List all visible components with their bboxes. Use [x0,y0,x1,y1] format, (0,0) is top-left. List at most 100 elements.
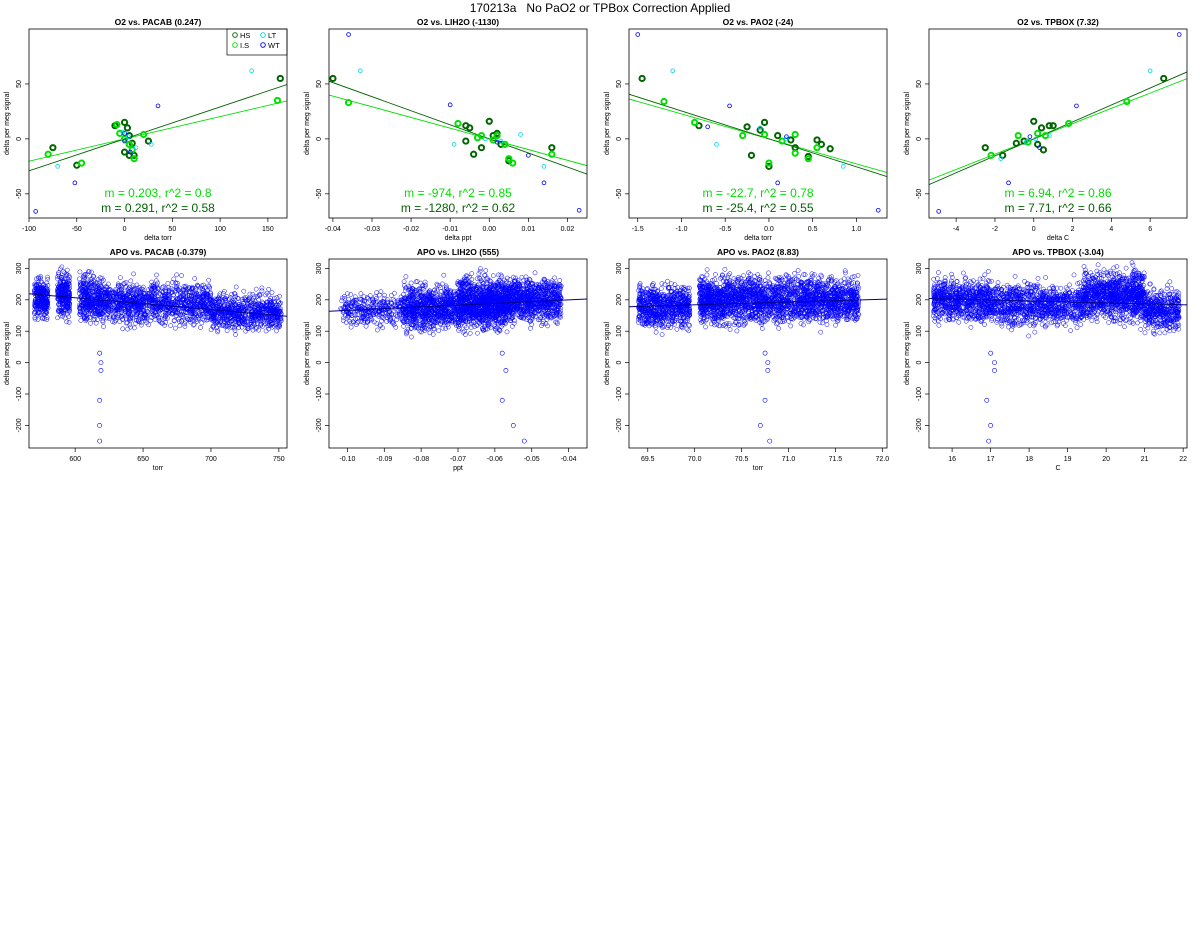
data-point [55,307,61,313]
data-point [107,287,113,293]
plot-frame [28,258,288,449]
data-point [438,289,444,294]
x-axis-label: delta torr [744,235,772,242]
y-axis-label: delta per meg signal [304,92,311,155]
data-point [486,304,492,310]
data-point [381,315,387,321]
data-point [61,282,67,288]
data-point [412,325,418,331]
data-point [1049,122,1057,130]
data-point [153,278,159,284]
data-point [1037,124,1046,132]
data-point [142,291,148,296]
data-point [409,308,415,313]
data-point [115,283,121,288]
data-point [371,299,376,305]
data-point [274,321,279,326]
data-point [171,276,177,282]
data-point [173,313,179,319]
data-point [140,284,146,290]
data-point [55,296,61,302]
data-point [206,284,212,290]
data-point [462,328,467,334]
data-point [43,285,49,290]
data-point [192,312,198,317]
data-point [419,308,425,314]
data-point [60,310,66,316]
data-point [125,310,131,316]
data-point [200,286,205,291]
data-point [44,302,49,307]
data-point [152,297,158,303]
x-tick-label: -2 [992,226,998,233]
data-point [245,297,251,303]
data-point [120,118,129,127]
data-point [346,296,352,302]
x-tick-label: -0.04 [325,226,341,233]
data-point [483,136,488,142]
data-point [204,315,210,321]
data-point [67,301,72,306]
data-point [180,311,185,317]
data-point [373,307,379,313]
data-point [427,300,433,305]
data-point [352,300,358,305]
data-point [38,279,44,285]
y-tick-label: -50 [316,189,323,199]
data-point [32,309,37,315]
data-point [102,289,107,295]
x-tick-label: -0.01 [442,226,458,233]
plot-area [29,264,287,444]
data-point [380,315,385,320]
y-tick-label: -50 [616,189,623,199]
data-point [90,312,95,317]
data-point [119,289,124,295]
data-point [278,318,284,324]
data-point [120,291,126,297]
data-point [225,320,231,326]
data-point [1147,68,1153,74]
data-point [197,294,203,300]
data-point [100,319,106,325]
data-point [378,289,384,294]
data-point [218,296,223,301]
x-tick-label: 0.5 [808,226,818,233]
data-point [179,318,185,324]
fit-annotation: m = -25.4, r^2 = 0.55 [702,201,813,215]
data-point [255,293,260,299]
data-point [250,327,256,333]
data-point [249,324,254,330]
data-point [432,310,438,316]
data-point [140,287,146,292]
data-point [347,309,353,315]
data-point [438,292,443,298]
data-point [79,288,85,293]
data-point [429,313,435,319]
data-point [475,330,480,336]
chart-title: O2 vs. PAO2 (-24) [723,17,794,27]
data-point [92,298,98,304]
data-point [63,285,69,290]
data-point [775,180,780,186]
data-point [813,144,821,152]
data-point [168,323,173,328]
data-point [541,164,547,169]
data-point [130,155,138,163]
data-point [138,307,144,313]
data-point [504,329,510,335]
data-point [440,325,446,331]
data-point [417,286,422,291]
data-point [77,159,86,167]
data-point [408,280,414,286]
data-point [148,318,154,324]
data-point [39,289,44,295]
data-point [344,304,350,310]
data-point [161,313,166,319]
data-point [349,304,355,309]
data-point [89,269,94,275]
data-point [422,322,427,327]
data-point [55,276,61,282]
data-point [423,282,428,288]
data-point [477,276,483,282]
data-point [43,305,49,311]
